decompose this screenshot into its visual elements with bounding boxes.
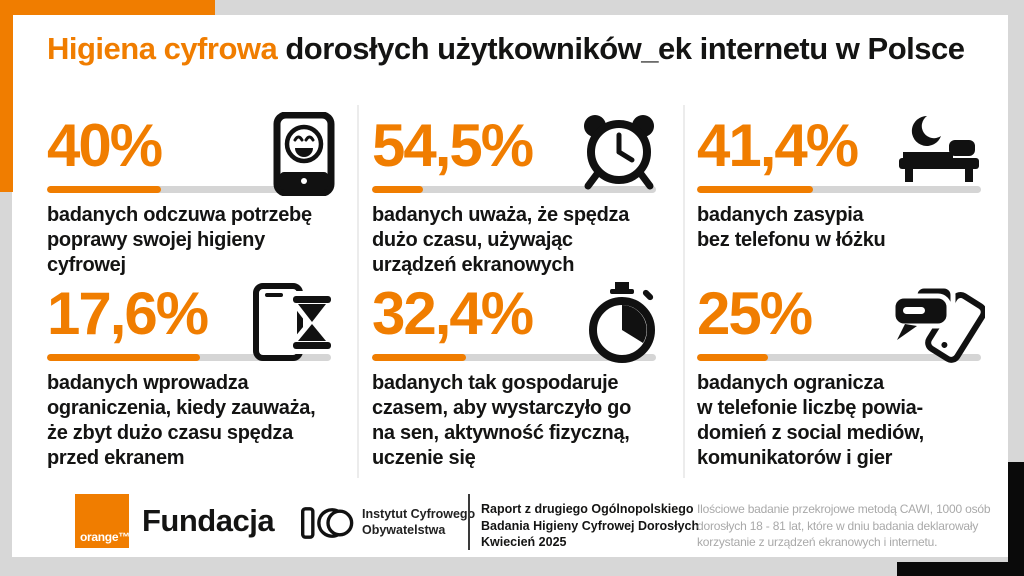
ico-institute-logo [300,505,354,546]
stat-time-management: 32,4% badanych tak gospodaruje czasem, a… [372,276,660,471]
stat-description: badanych wprowadza ograniczenia, kiedy z… [47,372,316,469]
black-corner-bottom-bar [897,562,1024,576]
stat-description: badanych ogranicza w telefonie liczbę po… [697,372,924,469]
phone-hourglass-icon [253,280,337,369]
stat-description: badanych zasypia bez telefonu w łóżku [697,204,886,251]
stat-sets-limits: 17,6% badanych wprowadza ograniczenia, k… [47,276,337,471]
stat-value: 40% [47,112,163,179]
stat-progress-bar [372,354,656,361]
stat-progress-fill [697,186,814,193]
alarm-clock-icon [578,112,660,197]
stat-sleep-without-phone: 41,4% badanych zasypia bez telefonu w łó… [697,108,985,253]
stat-value: 41,4% [697,112,859,179]
stat-progress-bar [47,354,331,361]
stat-value: 32,4% [372,280,534,347]
stat-value: 25% [697,280,813,347]
orange-corner-top-bar [0,0,215,15]
page-title-rest: dorosłych użytkowników_ek internetu w Po… [277,31,965,66]
stat-limits-notifications: 25% badanych ogranicza w telefonie liczb… [697,276,987,471]
stat-description: badanych tak gospodaruje czasem, aby wys… [372,372,631,469]
stat-progress-fill [47,354,201,361]
stat-need-improve-hygiene: 40% badanych odczuwa potrzebę poprawy sw… [47,108,335,278]
page-title: Higiena cyfrowa dorosłych użytkowników_e… [47,30,982,68]
stat-progress-bar [697,186,981,193]
bed-moon-icon [893,112,985,197]
report-caption: Raport z drugiego Ogólnopolskiego Badani… [481,502,700,549]
institute-name: Instytut Cyfrowego Obywatelstwa [362,507,476,537]
black-corner-right-bar [1008,462,1024,576]
orange-logo: orange™ [75,494,130,548]
stat-progress-bar [697,354,981,361]
stat-progress-fill [372,186,424,193]
column-divider [357,105,359,478]
stat-too-much-screen-time: 54,5% badanych uważa, że spędza dużo cza… [372,108,660,278]
footer-divider [468,494,470,550]
stat-progress-fill [697,354,768,361]
stat-progress-bar [372,186,656,193]
stat-description: badanych odczuwa potrzebę poprawy swojej… [47,204,312,276]
stat-description: badanych uważa, że spędza dużo czasu, uż… [372,204,630,276]
tablet-smiley-icon [273,111,335,201]
orange-corner-left-bar [0,0,13,192]
methodology-note: Ilościowe badanie przekrojowe metodą CAW… [697,502,991,549]
stat-progress-fill [372,354,466,361]
page-title-highlight: Higiena cyfrowa [47,31,278,66]
stopwatch-icon [584,280,660,369]
orange-logo-label: orange™ [80,530,130,544]
stat-progress-fill [47,186,161,193]
fundacja-wordmark: Fundacja [142,503,275,538]
phone-chat-bubbles-icon [889,280,987,369]
stat-value: 54,5% [372,112,534,179]
content-card [12,15,1008,557]
stat-progress-bar [47,186,331,193]
column-divider [683,105,685,478]
stat-value: 17,6% [47,280,209,347]
